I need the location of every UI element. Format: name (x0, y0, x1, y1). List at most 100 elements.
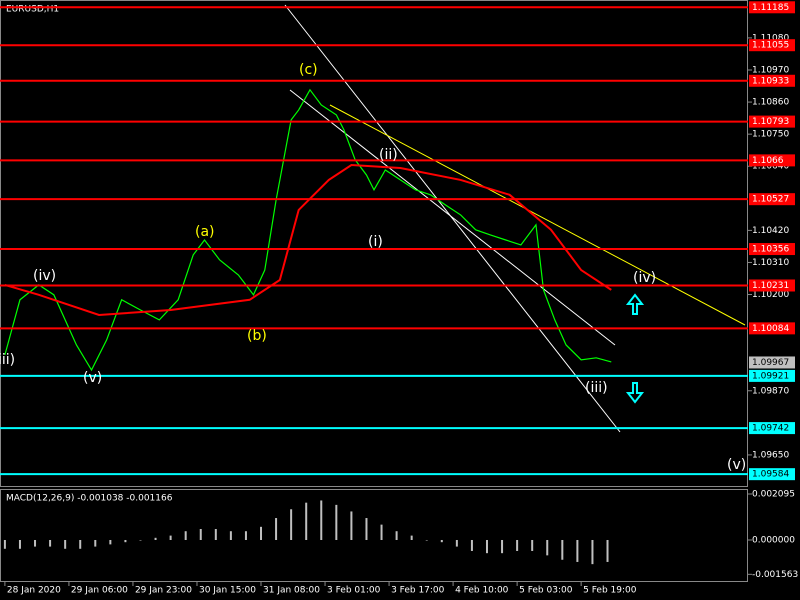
y-tick-label: 1.10970 (752, 65, 789, 75)
level-box (749, 1, 795, 14)
wave-label: (v) (83, 370, 102, 386)
x-tick-label: 5 Feb 19:00 (583, 586, 637, 596)
macd-bar (290, 509, 293, 540)
macd-bar (485, 539, 488, 554)
level-box (749, 369, 795, 382)
wave-label: (i) (368, 234, 383, 250)
wave-label: (c) (299, 62, 318, 78)
wave-label: (iv) (33, 268, 56, 284)
x-tick-label: 3 Feb 01:00 (327, 586, 381, 596)
macd-pane (0, 489, 748, 582)
macd-bar (365, 518, 368, 540)
macd-bar (229, 531, 232, 540)
macd-bar (470, 539, 473, 551)
macd-bar (455, 539, 458, 547)
x-tick-label: 29 Jan 23:00 (135, 586, 192, 596)
macd-bar (516, 539, 519, 551)
macd-bar (244, 531, 247, 540)
level-box (749, 39, 795, 52)
macd-bar (199, 529, 202, 540)
price-label: 1.09967 (752, 358, 789, 368)
level-label: 1.09584 (752, 470, 789, 480)
macd-bar (214, 529, 217, 540)
down-arrow (625, 382, 645, 404)
macd-bar (425, 539, 428, 541)
level-label: 1.1066 (752, 156, 784, 166)
y-tick-label: 1.09650 (752, 450, 789, 460)
macd-bar (79, 539, 82, 549)
macd-bar (124, 539, 127, 543)
macd-bar (139, 539, 142, 541)
y-tick-label: 1.10750 (752, 130, 789, 140)
x-tick-label: 29 Jan 06:00 (71, 586, 128, 596)
wave-label: (iv) (633, 270, 656, 286)
level-label: 1.09742 (752, 424, 789, 434)
channel-line (289, 89, 616, 346)
macd-bar (335, 504, 338, 540)
wave-label: (iii) (585, 380, 608, 396)
macd-bar (546, 539, 549, 556)
level-label: 1.10527 (752, 195, 789, 205)
level-label: 1.11185 (752, 3, 789, 13)
macd-title: MACD(12,26,9) -0.001038 -0.001166 (6, 494, 173, 504)
macd-bar (380, 524, 383, 540)
macd-bar (49, 539, 52, 547)
level-box (749, 243, 795, 256)
y-tick-label: 1.10420 (752, 226, 789, 236)
price-line (4, 88, 612, 372)
macd-bar (94, 539, 97, 547)
macd-bar (169, 535, 172, 540)
macd-bar (531, 539, 534, 551)
y-tick-label: 0.000000 (752, 535, 795, 545)
macd-bar (260, 526, 263, 540)
y-tick-label: 0.002095 (752, 489, 795, 499)
macd-bar (3, 539, 6, 549)
up-arrow (625, 293, 645, 315)
macd-bar (561, 539, 564, 560)
macd-bar (154, 537, 157, 540)
wave-label: (v) (727, 457, 746, 473)
macd-bar (350, 511, 353, 540)
macd-bar (305, 502, 308, 540)
y-tick-label: 1.10310 (752, 258, 789, 268)
wave-label: (ii) (379, 147, 398, 163)
macd-bar (606, 539, 609, 562)
macd-bar (275, 518, 278, 540)
macd-bar (109, 539, 112, 545)
wave-label: (a) (195, 224, 215, 240)
level-box (749, 422, 795, 435)
wave-label: (b) (247, 328, 267, 344)
level-label: 1.11055 (752, 41, 789, 51)
x-tick-label: 3 Feb 17:00 (391, 586, 445, 596)
level-box (749, 193, 795, 206)
level-label: 1.10793 (752, 117, 789, 127)
level-label: 1.10231 (752, 281, 789, 291)
y-tick-label: 1.10640 (752, 162, 789, 172)
level-box (749, 468, 795, 481)
main-pane (0, 0, 748, 487)
macd-bar (576, 539, 579, 562)
macd-bar (591, 539, 594, 565)
trend-line (329, 104, 746, 326)
level-label: 1.10084 (752, 324, 789, 334)
macd-bar (501, 539, 504, 554)
level-box (749, 322, 795, 335)
x-tick-label: 4 Feb 10:00 (455, 586, 509, 596)
x-tick-label: 28 Jan 2020 (7, 586, 61, 596)
price-box (749, 356, 795, 369)
macd-bar (395, 531, 398, 540)
y-tick-label: 1.09870 (752, 386, 789, 396)
level-box (749, 154, 795, 167)
chart-title: EURUSD,H1 (6, 5, 59, 15)
x-tick-label: 31 Jan 08:00 (263, 586, 320, 596)
level-label: 1.10933 (752, 76, 789, 86)
channel-line (284, 4, 621, 433)
level-label: 1.09921 (752, 371, 789, 381)
y-tick-label: -0.001563 (752, 570, 798, 580)
level-label: 1.10356 (752, 245, 789, 255)
x-tick-label: 30 Jan 15:00 (199, 586, 256, 596)
macd-bar (34, 539, 37, 547)
level-box (749, 279, 795, 292)
